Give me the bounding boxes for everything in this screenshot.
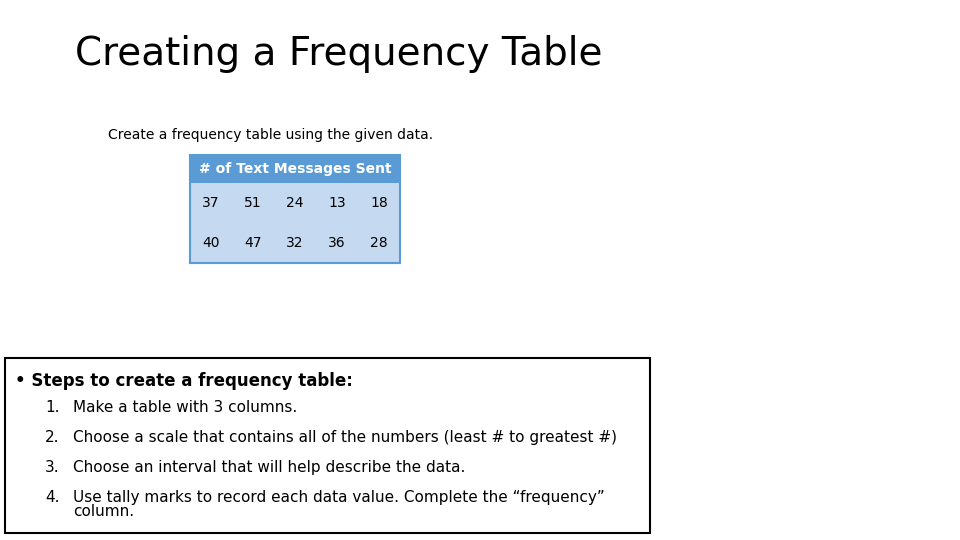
Text: 28: 28: [371, 236, 388, 250]
Text: 51: 51: [244, 196, 262, 210]
Text: 24: 24: [286, 196, 303, 210]
Text: 36: 36: [328, 236, 346, 250]
Text: 3.: 3.: [45, 460, 60, 475]
Text: Create a frequency table using the given data.: Create a frequency table using the given…: [108, 128, 433, 142]
Text: • Steps to create a frequency table:: • Steps to create a frequency table:: [15, 372, 353, 390]
Text: 4.: 4.: [45, 490, 60, 505]
Text: 18: 18: [371, 196, 388, 210]
Bar: [190, 155, 400, 263]
Text: Use tally marks to record each data value. Complete the “frequency”: Use tally marks to record each data valu…: [73, 490, 605, 505]
Text: Choose an interval that will help describe the data.: Choose an interval that will help descri…: [73, 460, 466, 475]
Text: 32: 32: [286, 236, 303, 250]
Bar: [190, 223, 400, 263]
Text: column.: column.: [73, 504, 134, 519]
Text: 13: 13: [328, 196, 346, 210]
Text: 2.: 2.: [45, 430, 60, 445]
Text: Creating a Frequency Table: Creating a Frequency Table: [75, 35, 603, 73]
Text: Choose a scale that contains all of the numbers (least # to greatest #): Choose a scale that contains all of the …: [73, 430, 617, 445]
Text: 37: 37: [203, 196, 220, 210]
Text: # of Text Messages Sent: # of Text Messages Sent: [199, 162, 392, 176]
Bar: [190, 183, 400, 223]
Bar: [5, 358, 650, 533]
Text: Make a table with 3 columns.: Make a table with 3 columns.: [73, 400, 298, 415]
Bar: [190, 155, 400, 183]
Text: 1.: 1.: [45, 400, 60, 415]
Text: 40: 40: [203, 236, 220, 250]
Text: 47: 47: [244, 236, 262, 250]
